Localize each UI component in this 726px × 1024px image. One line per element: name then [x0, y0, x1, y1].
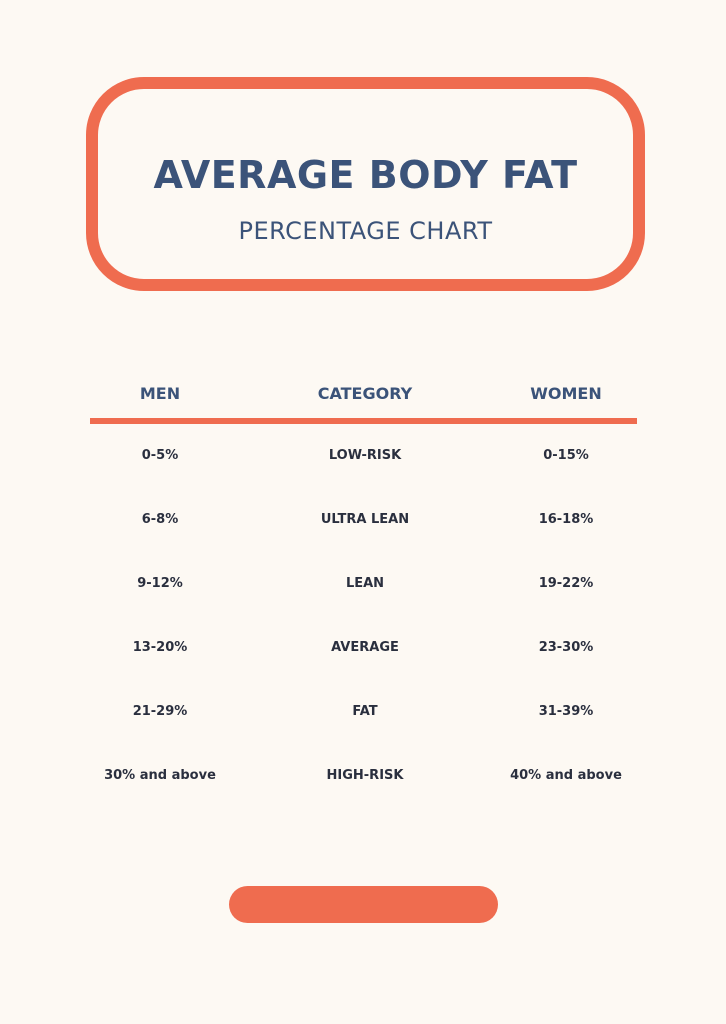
- women-cell: 19-22%: [538, 576, 594, 591]
- decorative-bottom-bar: [229, 886, 498, 923]
- table-row: 9-12% LEAN 19-22%: [60, 572, 670, 596]
- table-row: 6-8% ULTRA LEAN 16-18%: [60, 508, 670, 532]
- men-cell: 13-20%: [132, 640, 188, 655]
- column-header-women: WOMEN: [530, 383, 602, 403]
- category-cell: HIGH-RISK: [326, 768, 404, 783]
- men-cell: 6-8%: [141, 512, 179, 527]
- header-divider: [90, 418, 637, 424]
- women-cell: 0-15%: [543, 448, 589, 463]
- page-title: AVERAGE BODY FAT: [153, 153, 578, 197]
- title-frame: AVERAGE BODY FAT PERCENTAGE CHART: [86, 77, 645, 291]
- table-row: 30% and above HIGH-RISK 40% and above: [60, 764, 670, 788]
- women-cell: 40% and above: [510, 768, 622, 783]
- column-header-men: MEN: [139, 383, 181, 403]
- page-subtitle: PERCENTAGE CHART: [238, 217, 493, 245]
- table-row: 21-29% FAT 31-39%: [60, 700, 670, 724]
- table-header: MEN CATEGORY WOMEN: [60, 378, 670, 408]
- women-cell: 31-39%: [538, 704, 594, 719]
- table-row: 0-5% LOW-RISK 0-15%: [60, 444, 670, 468]
- category-cell: AVERAGE: [331, 640, 399, 655]
- category-cell: FAT: [352, 704, 378, 719]
- category-cell: LEAN: [345, 576, 385, 591]
- women-cell: 23-30%: [538, 640, 594, 655]
- body-fat-table: MEN CATEGORY WOMEN 0-5% LOW-RISK 0-15% 6…: [60, 378, 670, 783]
- men-cell: 30% and above: [104, 768, 216, 783]
- women-cell: 16-18%: [538, 512, 594, 527]
- men-cell: 9-12%: [137, 576, 183, 591]
- column-header-category: CATEGORY: [317, 383, 413, 403]
- table-row: 13-20% AVERAGE 23-30%: [60, 636, 670, 660]
- men-cell: 21-29%: [132, 704, 188, 719]
- men-cell: 0-5%: [141, 448, 179, 463]
- category-cell: LOW-RISK: [328, 448, 402, 463]
- category-cell: ULTRA LEAN: [320, 512, 410, 527]
